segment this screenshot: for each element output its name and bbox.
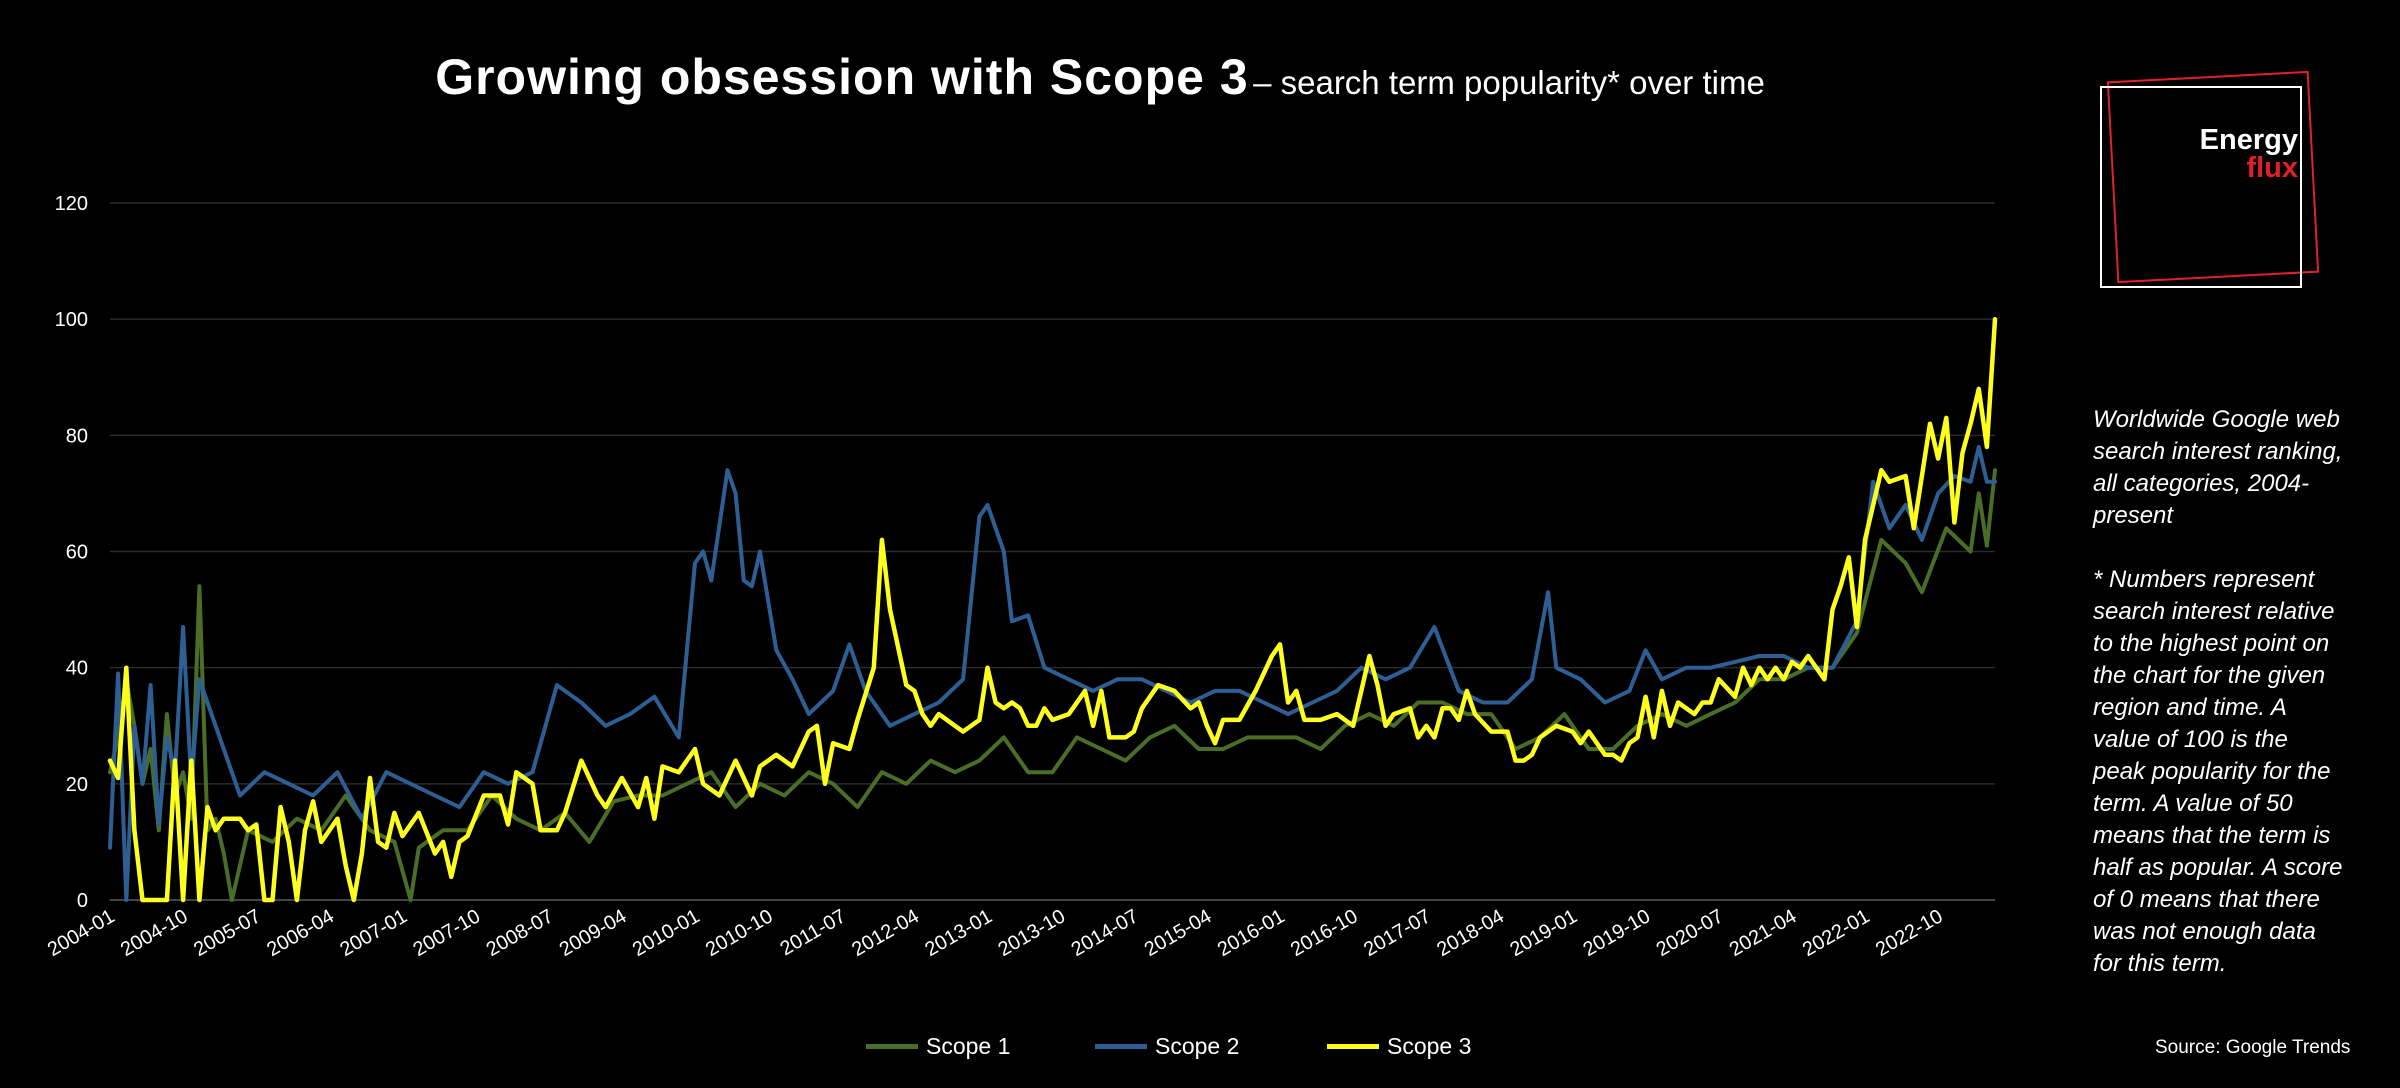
x-axis-ticks: 2004-012004-102005-072006-042007-012007-…: [44, 905, 1947, 961]
chart-title: Growing obsession with Scope 3 – search …: [0, 48, 2200, 106]
series-line-scope2: [108, 444, 1997, 902]
x-tick-label: 2010-01: [629, 905, 704, 961]
x-tick-label: 2017-07: [1360, 905, 1435, 961]
y-tick-label: 120: [55, 193, 88, 215]
x-tick-label: 2022-01: [1799, 905, 1874, 961]
x-tick-label: 2009-04: [556, 905, 631, 961]
x-tick-label: 2012-04: [848, 905, 923, 961]
logo-white-frame: [2100, 86, 2302, 288]
y-tick-label: 20: [66, 774, 88, 796]
chart-title-main: Growing obsession with Scope 3: [435, 49, 1249, 105]
x-tick-label: 2006-04: [263, 905, 338, 961]
x-tick-label: 2021-04: [1726, 905, 1801, 961]
y-tick-label: 40: [66, 658, 88, 680]
x-tick-label: 2005-07: [190, 905, 265, 961]
series-lines: [107, 316, 1998, 903]
side-note: Worldwide Google web search interest ran…: [2093, 404, 2343, 1012]
y-axis-ticks: 0 20 40 60 80 100 120: [55, 193, 88, 912]
legend-item-scope1: Scope 1: [866, 1033, 1010, 1060]
legend-swatch-scope1: [866, 1044, 918, 1049]
series-line-scope3: [107, 316, 1998, 903]
chart-title-sub: – search term popularity* over time: [1253, 64, 1765, 101]
legend-label-scope1: Scope 1: [926, 1033, 1011, 1059]
x-tick-label: 2016-10: [1287, 905, 1362, 961]
series-line-scope1: [108, 468, 1997, 902]
x-tick-label: 2010-10: [702, 905, 777, 961]
x-tick-label: 2016-01: [1214, 905, 1289, 961]
x-tick-label: 2020-07: [1653, 905, 1728, 961]
legend-label-scope3: Scope 3: [1387, 1033, 1472, 1059]
y-tick-label: 0: [77, 890, 88, 912]
y-tick-label: 60: [66, 542, 88, 564]
x-tick-label: 2011-07: [776, 905, 849, 960]
x-tick-label: 2007-10: [410, 905, 485, 961]
legend-item-scope3: Scope 3: [1327, 1033, 1471, 1060]
x-tick-label: 2004-01: [44, 905, 119, 961]
y-tick-label: 80: [66, 425, 88, 447]
x-tick-label: 2008-07: [483, 905, 558, 961]
legend-swatch-scope3: [1327, 1044, 1379, 1049]
x-tick-label: 2015-04: [1141, 905, 1216, 961]
logo-text-energy: Energy: [2199, 124, 2298, 156]
note-footnote: * Numbers represent search interest rela…: [2093, 566, 2343, 977]
legend-swatch-scope2: [1095, 1044, 1147, 1049]
energyflux-logo: Energy flux: [2100, 70, 2320, 288]
x-tick-label: 2022-10: [1872, 905, 1947, 961]
logo-text-flux: flux: [2246, 152, 2298, 184]
source-credit: Source: Google Trends: [2155, 1037, 2351, 1058]
x-tick-label: 2007-01: [336, 905, 411, 961]
x-tick-label: 2019-10: [1580, 905, 1655, 961]
legend-label-scope2: Scope 2: [1155, 1033, 1240, 1059]
note-description: Worldwide Google web search interest ran…: [2093, 406, 2343, 529]
x-tick-label: 2013-10: [995, 905, 1070, 961]
x-tick-label: 2013-01: [921, 905, 996, 961]
legend-item-scope2: Scope 2: [1095, 1033, 1239, 1060]
x-tick-label: 2014-07: [1068, 905, 1143, 961]
x-tick-label: 2004-10: [117, 905, 192, 961]
x-tick-label: 2018-04: [1433, 905, 1508, 961]
y-tick-label: 100: [55, 309, 88, 331]
gridlines: [110, 202, 1995, 901]
x-tick-label: 2019-01: [1506, 905, 1581, 961]
